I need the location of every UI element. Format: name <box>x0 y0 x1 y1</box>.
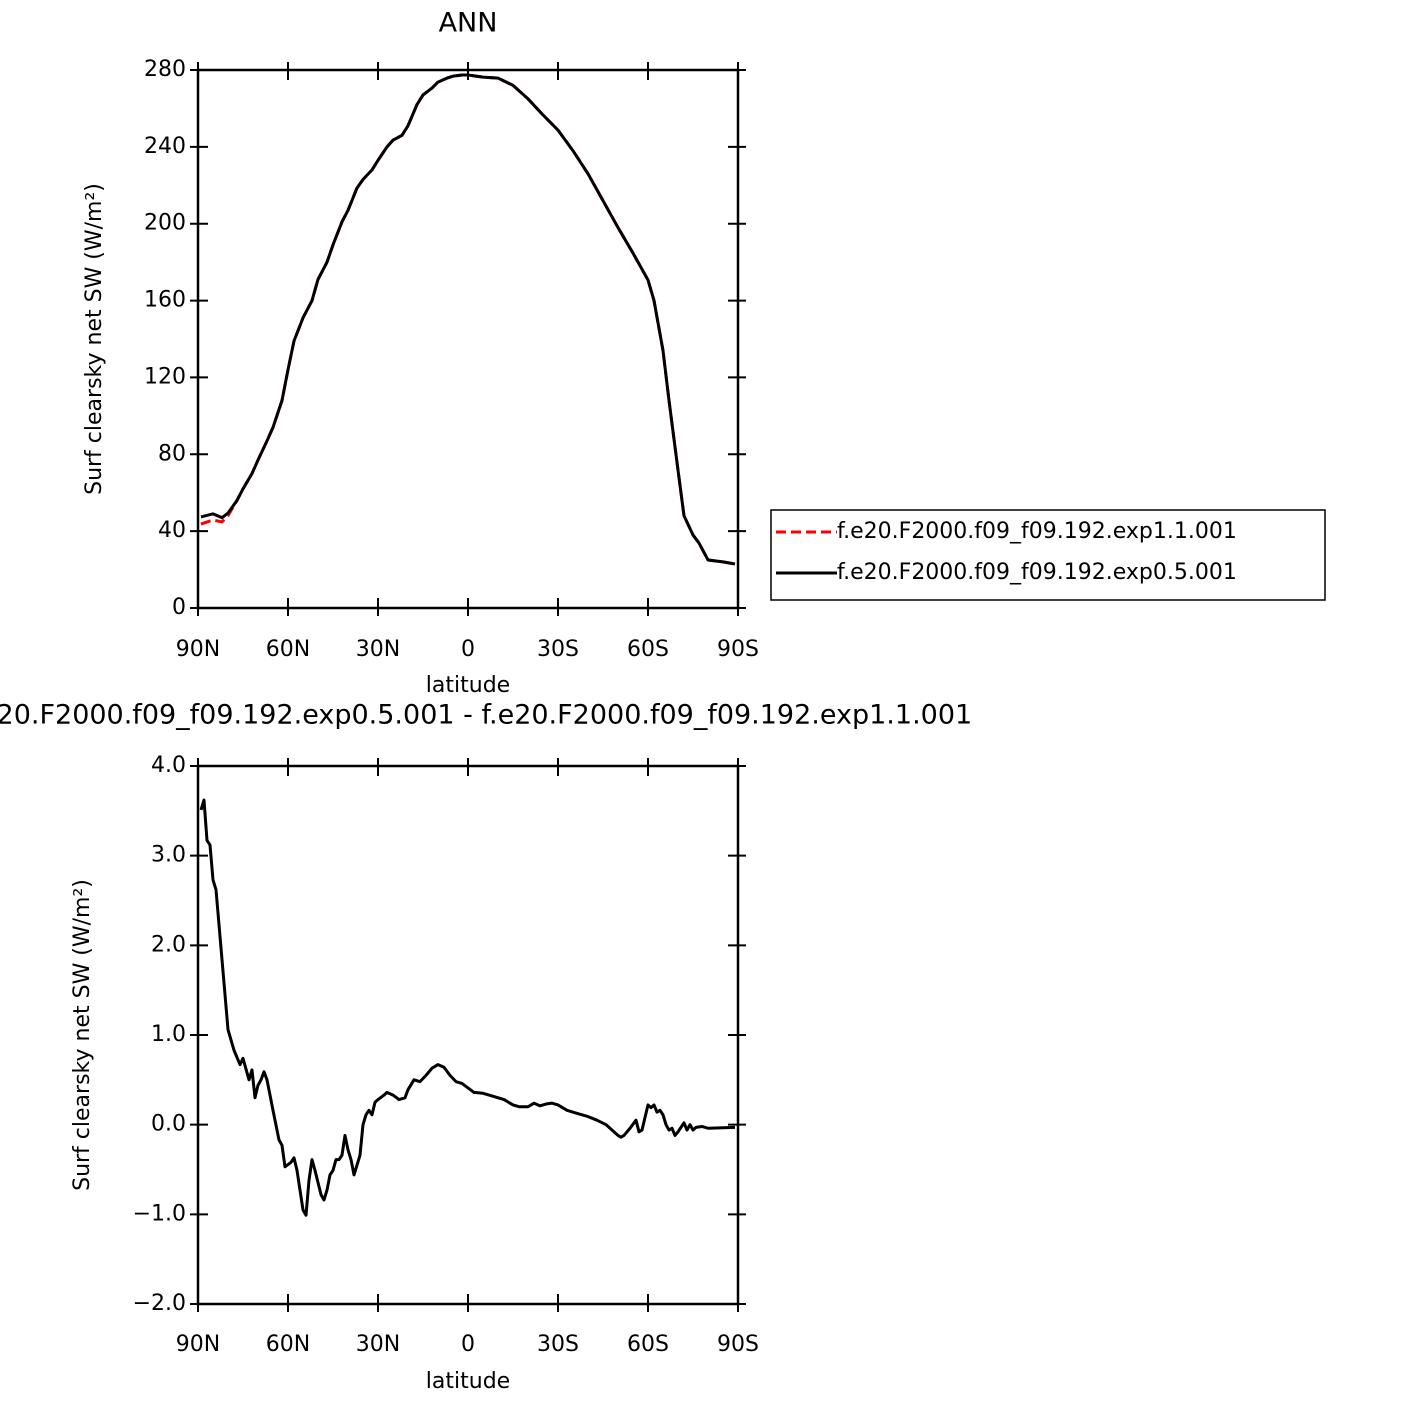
x-tick-label: 30N <box>356 637 400 662</box>
y-tick-label: 1.0 <box>151 1022 186 1047</box>
x-tick-label: 90S <box>717 1332 759 1357</box>
y-axis-label: Surf clearsky net SW (W/m²) <box>70 879 95 1191</box>
x-tick-label: 30N <box>356 1332 400 1357</box>
x-tick-label: 90N <box>176 637 220 662</box>
x-tick-label: 90N <box>176 1332 220 1357</box>
x-tick-label: 90S <box>717 637 759 662</box>
y-tick-label: 160 <box>144 288 186 313</box>
data-line <box>200 73 736 566</box>
y-tick-label: 2.0 <box>151 932 186 957</box>
x-tick-label: 0 <box>461 637 475 662</box>
y-tick-label: 240 <box>144 134 186 159</box>
x-tick-label: 0 <box>461 1332 475 1357</box>
y-tick-label: 120 <box>144 364 186 389</box>
plot-frame <box>196 68 740 610</box>
data-line <box>199 798 736 1217</box>
legend-label: f.e20.F2000.f09_f09.192.exp1.1.001 <box>837 519 1237 544</box>
legend-label: f.e20.F2000.f09_f09.192.exp0.5.001 <box>837 560 1237 585</box>
x-tick-label: 60S <box>627 637 669 662</box>
y-tick-label: 40 <box>158 518 186 543</box>
y-tick-label: 0.0 <box>151 1112 186 1137</box>
x-tick-label: 60S <box>627 1332 669 1357</box>
x-axis-label: latitude <box>426 1369 510 1394</box>
y-tick-label: 3.0 <box>151 843 186 868</box>
x-axis-label: latitude <box>426 673 510 698</box>
y-tick-label: 200 <box>144 211 186 236</box>
chart-title: f.e20.F2000.f09_f09.192.exp0.5.001 - f.e… <box>0 700 972 731</box>
chart-title: ANN <box>439 8 498 39</box>
y-tick-label: 0 <box>172 595 186 620</box>
legend-box <box>770 509 1326 601</box>
y-axis-label: Surf clearsky net SW (W/m²) <box>82 183 107 495</box>
x-tick-label: 30S <box>537 637 579 662</box>
plot-frame <box>196 764 740 1306</box>
x-tick-label: 30S <box>537 1332 579 1357</box>
data-line <box>200 73 736 566</box>
y-tick-label: 80 <box>158 441 186 466</box>
y-tick-label: −2.0 <box>133 1291 186 1316</box>
y-tick-label: 280 <box>144 57 186 82</box>
x-tick-label: 60N <box>266 637 310 662</box>
x-tick-label: 60N <box>266 1332 310 1357</box>
y-tick-label: −1.0 <box>133 1201 186 1226</box>
y-tick-label: 4.0 <box>151 753 186 778</box>
